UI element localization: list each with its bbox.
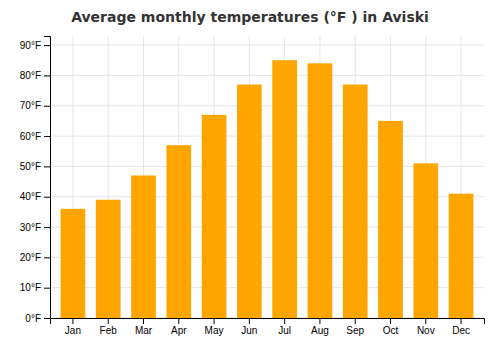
x-tick-label: Jan xyxy=(65,325,81,336)
x-tick-mark xyxy=(319,318,320,324)
bar xyxy=(413,163,438,318)
x-tick-mark xyxy=(284,318,285,324)
y-tick: 40°F xyxy=(20,191,50,202)
bar xyxy=(378,121,403,318)
y-tick: 0°F xyxy=(25,313,50,324)
y-axis: 0°F 10°F 20°F 30°F 40°F 50°F 60°F 70°F 80°F 90°F xyxy=(20,37,51,324)
x-tick: Nov xyxy=(417,318,435,336)
x-tick-label: Sep xyxy=(346,325,364,336)
bar xyxy=(449,194,474,318)
y-tick-label: 40°F xyxy=(20,191,41,202)
x-tick: Jun xyxy=(241,318,257,336)
x-tick-mark xyxy=(249,318,250,324)
y-tick: 60°F xyxy=(20,131,50,142)
y-tick: 90°F xyxy=(20,40,50,51)
x-tick-label: Jul xyxy=(278,325,291,336)
x-tick: Aug xyxy=(311,318,329,336)
grid-line-y xyxy=(50,75,484,76)
y-tick-mark xyxy=(44,318,50,319)
x-tick: Oct xyxy=(383,318,399,336)
bar xyxy=(166,145,191,318)
plot: Jan Feb Mar Apr May Jun Jul Aug Sep Oct Nov Dec 0°F 1… xyxy=(20,36,485,336)
y-tick-label: 60°F xyxy=(20,131,41,142)
x-tick-mark xyxy=(425,318,426,324)
y-tick: 30°F xyxy=(20,222,50,233)
bar xyxy=(237,85,262,318)
x-tick-mark xyxy=(178,318,179,324)
x-tick: Sep xyxy=(346,318,364,336)
x-tick-mark xyxy=(390,318,391,324)
x-tick-mark xyxy=(108,318,109,324)
x-tick: Jan xyxy=(65,318,81,336)
y-tick-mark xyxy=(44,257,50,258)
x-axis-line xyxy=(51,319,485,325)
y-tick-label: 80°F xyxy=(20,70,41,81)
title: Average monthly temperatures (°F ) in Av… xyxy=(71,9,429,25)
bar xyxy=(61,209,86,318)
y-tick-mark xyxy=(44,75,50,76)
x-tick-label: Oct xyxy=(383,325,399,336)
bars xyxy=(61,60,474,318)
bar xyxy=(272,60,297,318)
x-tick-mark xyxy=(355,318,356,324)
y-tick: 70°F xyxy=(20,100,50,111)
y-tick-label: 50°F xyxy=(20,161,41,172)
y-tick-mark xyxy=(44,106,50,107)
x-tick: May xyxy=(205,318,224,336)
x-tick: Feb xyxy=(100,318,118,336)
y-tick-mark xyxy=(44,288,50,289)
y-tick-mark xyxy=(44,166,50,167)
bar xyxy=(96,200,121,318)
x-tick-mark xyxy=(143,318,144,324)
x-tick-label: Nov xyxy=(417,325,435,336)
x-tick-label: Aug xyxy=(311,325,329,336)
x-tick-label: Apr xyxy=(171,325,187,336)
bar xyxy=(343,85,368,318)
chart: Jan Feb Mar Apr May Jun Jul Aug Sep Oct Nov Dec 0°F 1… xyxy=(0,0,500,350)
y-axis-line xyxy=(44,37,51,319)
x-tick-label: Jun xyxy=(241,325,257,336)
grid-line-y xyxy=(50,136,484,137)
y-tick-mark xyxy=(44,45,50,46)
y-tick-mark xyxy=(44,197,50,198)
x-tick: Dec xyxy=(452,318,470,336)
y-tick-label: 90°F xyxy=(20,40,41,51)
y-tick: 20°F xyxy=(20,252,50,263)
x-tick-label: Dec xyxy=(452,325,470,336)
y-tick-label: 30°F xyxy=(20,222,41,233)
y-tick: 80°F xyxy=(20,70,50,81)
x-tick-mark xyxy=(72,318,73,324)
y-tick: 10°F xyxy=(20,282,50,293)
bar xyxy=(308,63,333,318)
y-tick: 50°F xyxy=(20,161,50,172)
grid-line-y xyxy=(50,105,484,106)
y-tick-mark xyxy=(44,136,50,137)
y-tick-label: 10°F xyxy=(20,282,41,293)
y-tick-mark xyxy=(44,227,50,228)
y-tick-label: 70°F xyxy=(20,100,41,111)
x-tick-mark xyxy=(214,318,215,324)
x-tick: Jul xyxy=(278,318,291,336)
grid-line-y xyxy=(50,45,484,46)
x-tick-mark xyxy=(461,318,462,324)
y-tick-label: 0°F xyxy=(25,313,41,324)
x-tick-label: Mar xyxy=(135,325,153,336)
x-axis: Jan Feb Mar Apr May Jun Jul Aug Sep Oct Nov Dec xyxy=(51,318,485,336)
bar xyxy=(202,115,227,318)
y-tick-label: 20°F xyxy=(20,252,41,263)
x-tick: Mar xyxy=(135,318,153,336)
grid xyxy=(50,36,484,318)
x-tick-label: May xyxy=(205,325,224,336)
bar xyxy=(131,175,156,318)
x-tick-label: Feb xyxy=(100,325,118,336)
x-tick: Apr xyxy=(171,318,187,336)
